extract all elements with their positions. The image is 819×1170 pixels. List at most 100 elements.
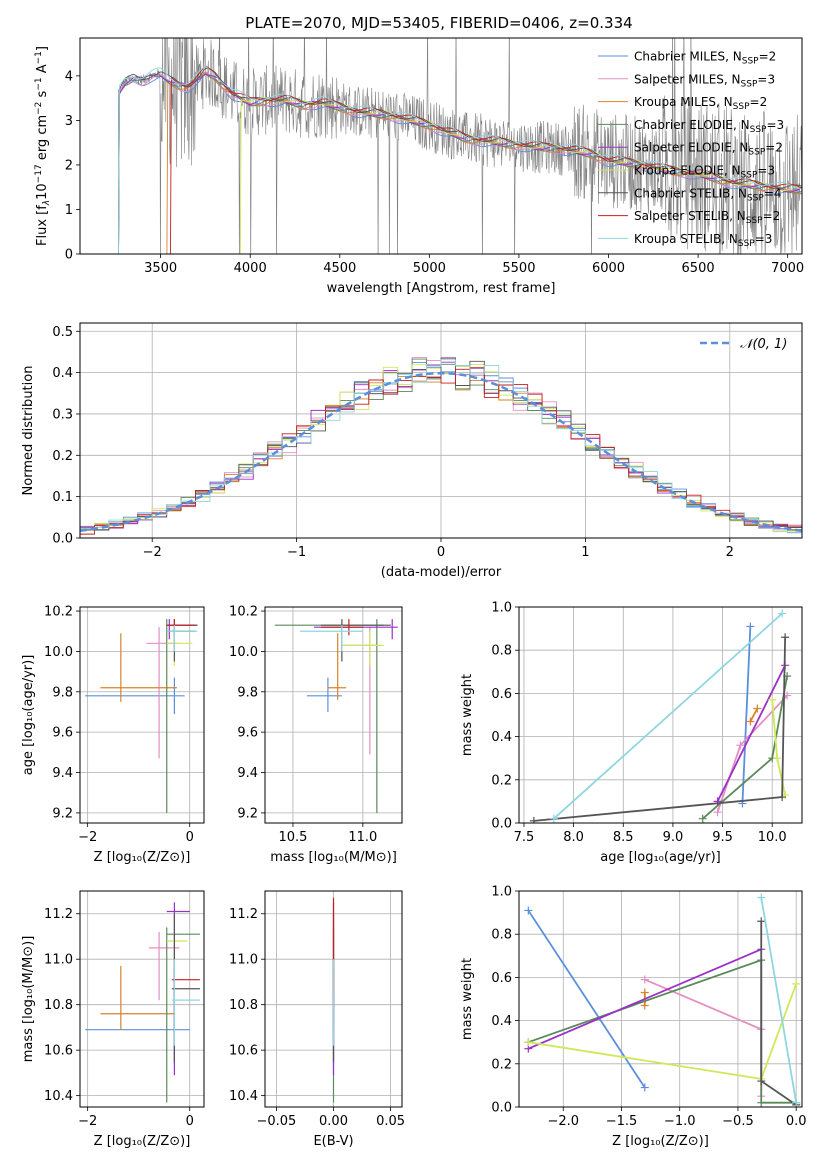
legend-entry-3: Chabrier ELODIE, NSSP=3: [634, 118, 784, 135]
panel-mass-vs-Z: −2 0 10.4 10.6 10.8 11.0 11.2 Z [log₁₀(Z/Z⊙)] ma…: [21, 890, 205, 1149]
x-tick-label: 5000: [413, 261, 446, 276]
histogram-8: [80, 359, 802, 533]
y-label-part: −1: [34, 51, 44, 64]
errorbar-0: [306, 677, 342, 712]
y-tick-label: 11.2: [229, 907, 258, 922]
y-tick-label: 0.8: [491, 928, 512, 943]
y-label-part: −17: [34, 164, 44, 183]
weight-line: [716, 664, 786, 802]
y-label-part: s: [35, 90, 50, 101]
y-tick-label: 0.0: [491, 1101, 512, 1116]
weight-series-7: [549, 609, 787, 823]
errorbar-5: [166, 931, 188, 967]
errorbar-7: [171, 968, 200, 996]
model-line-7: [170, 65, 802, 254]
x-axis-label: age [log₁₀(age/yr)]: [600, 850, 721, 865]
plot-area-weight-vs-Z: [524, 893, 801, 1107]
y-tick-label: 9.8: [52, 685, 73, 700]
x-tick-label: 3500: [144, 261, 177, 276]
y-axis-label: mass [log₁₀(M/M⊙)]: [21, 936, 36, 1063]
panel-spectrum: 3500 4000 4500 5000 5500 6000 6500 7000 0 1 2 3 4 wav…: [34, 37, 804, 296]
axes-frame: [264, 890, 403, 1108]
weight-series-1: [640, 975, 766, 1101]
legend-entry-2: Kroupa MILES, NSSP=2: [634, 95, 767, 112]
y-tick-label: 10.0: [229, 645, 258, 660]
weight-marker: [736, 741, 745, 750]
weight-line: [533, 637, 787, 822]
x-tick-label: 1: [581, 545, 589, 560]
model-line-5: [239, 97, 802, 254]
weight-marker: [524, 1038, 533, 1047]
errorbar-3: [166, 619, 195, 813]
plot-area-residuals: [80, 356, 802, 536]
weight-marker: [757, 893, 766, 902]
y-tick-label: 10.6: [44, 1044, 73, 1059]
legend-entry-suffix: =2: [763, 209, 781, 223]
y-tick-label: 9.2: [52, 806, 73, 821]
weight-marker: [792, 979, 801, 988]
errorbar-3: [166, 927, 200, 1103]
weight-marker: [773, 754, 782, 763]
y-label-part: Flux [f: [35, 205, 50, 246]
y-tick-label: 9.6: [237, 726, 258, 741]
y-label-part: erg cm: [35, 115, 50, 164]
legend-entry-sub: SSP: [746, 216, 763, 226]
weight-marker: [778, 609, 787, 618]
x-tick-label: −1: [287, 545, 306, 560]
y-tick-label: 0: [65, 248, 73, 263]
legend-entry-8: Kroupa STELIB, NSSP=3: [634, 232, 772, 249]
x-tick-label: 2: [726, 545, 734, 560]
y-tick-label: 0.5: [52, 325, 73, 340]
figure-title: PLATE=2070, MJD=53405, FIBERID=0406, z=0…: [245, 14, 632, 32]
y-axis-label: Normed distribution: [21, 366, 36, 496]
errorbar-2: [327, 633, 347, 700]
y-tick-label: 1: [65, 203, 73, 218]
normal-reference-curve: [80, 371, 802, 533]
plot-area-spectrum: [80, 38, 802, 254]
weight-marker: [757, 1077, 766, 1086]
weight-line: [749, 708, 759, 722]
y-tick-label: 0.3: [52, 407, 73, 422]
x-tick-label: 0: [186, 830, 194, 845]
weight-marker: [640, 1083, 649, 1092]
x-axis-label: mass [log₁₀(M/M⊙)]: [270, 850, 397, 865]
model-line-1: [118, 70, 802, 254]
legend-entry-suffix: =2: [750, 95, 768, 109]
y-tick-label: 10.0: [44, 645, 73, 660]
x-tick-label: 0.0: [786, 1114, 807, 1129]
y-tick-label: 0.1: [52, 490, 73, 505]
x-tick-label: 0: [437, 545, 445, 560]
y-tick-label: 9.4: [52, 766, 73, 781]
y-axis-label: Flux [fλ10−17 erg cm−2 s−1 A−1]: [34, 46, 52, 246]
legend-entry-name: Chabrier ELODIE, N: [634, 118, 750, 132]
legend-entry-suffix: =2: [759, 50, 777, 64]
errorbar-1: [146, 627, 177, 759]
x-tick-label: 7000: [771, 261, 804, 276]
y-tick-label: 9.8: [237, 685, 258, 700]
errorbar-1: [341, 627, 377, 755]
weight-series-3: [698, 672, 792, 823]
x-axis-label: E(B-V): [313, 1134, 353, 1149]
x-tick-label: 0.05: [376, 1114, 405, 1129]
weight-series-6: [529, 633, 790, 823]
weight-marker: [640, 1001, 649, 1010]
legend-entry-suffix: =2: [765, 141, 783, 155]
weight-line: [553, 612, 783, 820]
errorbar-6: [171, 913, 200, 1062]
legend-entry-name: Kroupa MILES, N: [634, 95, 733, 109]
weight-series-4: [524, 945, 766, 1053]
weight-marker: [529, 816, 538, 823]
axes-frame: [264, 606, 403, 824]
errorbar-6: [320, 619, 391, 662]
y-tick-label: 0.0: [491, 817, 512, 832]
errorbar-8: [171, 959, 200, 1046]
x-tick-label: 10.5: [278, 830, 307, 845]
axes-frame: [79, 37, 803, 255]
y-label-part: ]: [35, 46, 50, 51]
x-tick-label: 0.00: [319, 1114, 348, 1129]
errorbar-5: [166, 631, 193, 666]
weight-series-2: [746, 704, 762, 726]
legend-entry-suffix: =3: [757, 164, 775, 178]
weight-marker: [746, 717, 755, 726]
